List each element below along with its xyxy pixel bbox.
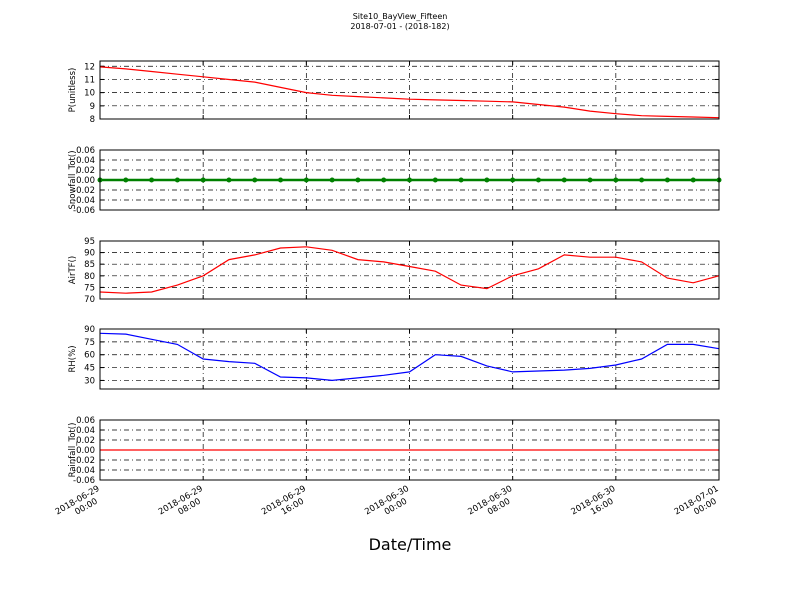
series-marker xyxy=(355,177,361,183)
y-tick-label: -0.06 xyxy=(73,206,95,216)
y-tick-label: 45 xyxy=(84,364,95,374)
series-marker xyxy=(381,177,387,183)
y-tick-label: 0.00 xyxy=(76,176,95,186)
y-axis-label: P(unitless) xyxy=(68,68,78,113)
series-marker xyxy=(613,177,619,183)
series-marker xyxy=(226,177,232,183)
y-tick-label: 0.06 xyxy=(76,416,95,426)
y-tick-label: 70 xyxy=(84,295,95,305)
y-tick-label: 75 xyxy=(84,338,95,348)
series-marker xyxy=(174,177,180,183)
y-axis-label: AirTF() xyxy=(68,256,78,284)
series-marker xyxy=(303,177,309,183)
x-tick-label: 2018-06-2900:00 xyxy=(54,484,107,526)
series-marker xyxy=(329,177,335,183)
x-axis-label: Date/Time xyxy=(369,535,452,554)
y-tick-label: 30 xyxy=(84,376,95,386)
x-tick-label: 2018-06-3016:00 xyxy=(570,484,623,526)
y-tick-label: -0.04 xyxy=(73,466,95,476)
y-tick-label: 95 xyxy=(84,237,95,247)
y-tick-label: 0.02 xyxy=(76,436,95,446)
series-line xyxy=(99,246,720,294)
y-axis-label: Snowfall_Tot() xyxy=(68,150,78,209)
y-tick-label: -0.02 xyxy=(73,456,95,466)
series-line xyxy=(99,332,720,382)
series-marker xyxy=(252,177,258,183)
series-marker xyxy=(484,177,490,183)
y-tick-label: 9 xyxy=(90,102,95,112)
y-tick-label: -0.02 xyxy=(73,186,95,196)
series-marker xyxy=(432,177,438,183)
y-tick-label: 0.04 xyxy=(76,426,95,436)
series-marker xyxy=(123,177,129,183)
y-axis-label: Rainfall_Tot() xyxy=(68,423,78,478)
y-tick-label: 60 xyxy=(84,351,95,361)
y-tick-label: 0.06 xyxy=(76,146,95,156)
y-tick-label: 8 xyxy=(90,115,95,125)
series-line xyxy=(99,66,720,119)
y-tick-label: 12 xyxy=(84,62,95,72)
x-tick-label: 2018-06-3008:00 xyxy=(466,484,519,526)
series-marker xyxy=(510,177,516,183)
series-marker xyxy=(535,177,541,183)
series-marker xyxy=(458,177,464,183)
series-marker xyxy=(278,177,284,183)
y-tick-label: -0.04 xyxy=(73,196,95,206)
series-marker xyxy=(664,177,670,183)
axes-frame xyxy=(99,240,720,300)
series-marker xyxy=(587,177,593,183)
y-tick-label: 0.04 xyxy=(76,156,95,166)
y-tick-label: 80 xyxy=(84,272,95,282)
series-marker xyxy=(690,177,696,183)
y-tick-label: 10 xyxy=(84,89,95,99)
series-marker xyxy=(407,177,412,183)
y-tick-label: 0.00 xyxy=(76,446,95,456)
axes-frame xyxy=(99,328,720,390)
y-tick-label: -0.06 xyxy=(73,476,95,486)
series-marker xyxy=(561,177,567,183)
y-tick-label: 11 xyxy=(84,75,95,85)
chart-title: Site10_BayView_Fifteen xyxy=(353,12,448,21)
x-tick-label: 2018-06-3000:00 xyxy=(363,484,416,526)
axes-frame xyxy=(99,419,720,481)
y-tick-label: 90 xyxy=(84,249,95,259)
series-marker xyxy=(200,177,206,183)
y-tick-label: 90 xyxy=(84,325,95,335)
chart-subtitle: 2018-07-01 - (2018-182) xyxy=(350,22,449,31)
series-marker xyxy=(149,177,155,183)
y-axis-label: RH(%) xyxy=(68,345,78,372)
x-tick-label: 2018-06-2908:00 xyxy=(157,484,210,526)
y-tick-label: 0.02 xyxy=(76,166,95,176)
x-tick-label: 2018-06-2916:00 xyxy=(260,484,313,526)
x-tick-label: 2018-07-0100:00 xyxy=(673,484,726,526)
y-tick-label: 75 xyxy=(84,283,95,293)
y-tick-label: 85 xyxy=(84,260,95,270)
axes-frame xyxy=(99,149,720,211)
series-marker xyxy=(639,177,645,183)
axes-frame xyxy=(99,60,720,120)
